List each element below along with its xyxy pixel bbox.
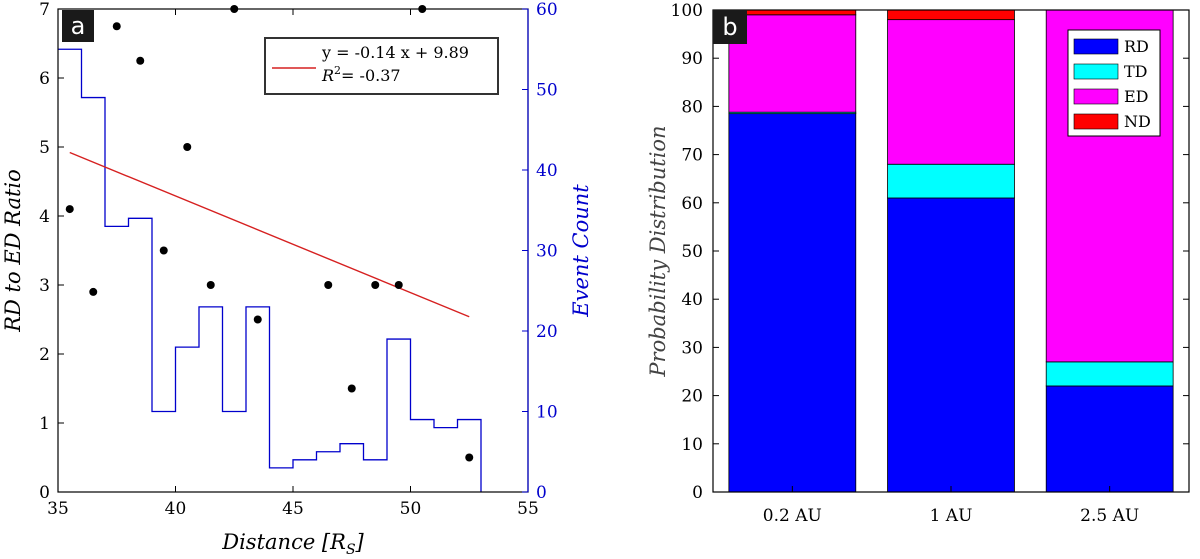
legend-label-rd: RD xyxy=(1124,37,1149,56)
y-tick-label: 50 xyxy=(681,242,703,262)
panel-a-y2-ticks: 0 10 20 30 40 50 60 xyxy=(522,0,558,503)
legend-swatch-ed xyxy=(1073,88,1119,105)
bar-segment-td xyxy=(1045,361,1174,387)
panel-b-tag-box xyxy=(713,10,747,44)
bar-segment-ed xyxy=(887,19,1015,165)
data-point xyxy=(65,205,74,214)
y-tick-label: 6 xyxy=(39,69,50,89)
y-tick-label: 20 xyxy=(681,387,703,407)
legend-swatch-nd xyxy=(1073,113,1119,130)
y2-tick-label: 0 xyxy=(536,483,547,503)
y-tick-label: 3 xyxy=(39,276,50,296)
fit-line-group xyxy=(69,151,470,318)
bar-segment-ed xyxy=(728,14,857,113)
panel-a-tag-box xyxy=(62,10,94,42)
panel-a-legend: y = -0.14 x + 9.89 R2= -0.37 xyxy=(264,37,499,95)
data-point xyxy=(112,22,121,31)
y2-tick-label: 40 xyxy=(536,161,558,181)
y2-tick-label: 10 xyxy=(536,403,558,423)
panel-a-x-ticks: 35 40 45 50 55 xyxy=(47,9,539,519)
bar-segment-nd xyxy=(728,9,857,16)
data-point xyxy=(324,281,333,289)
panel-b-x-ticks: 0.2 AU 1 AU 2.5 AU xyxy=(763,486,1139,526)
data-point xyxy=(371,281,380,289)
legend-label-td: TD xyxy=(1124,62,1148,81)
panel-a-x-axis-label: Distance [RS] xyxy=(221,530,364,558)
data-point xyxy=(89,287,98,296)
bar-segment-nd xyxy=(887,9,1015,21)
panel-a-tag-text: a xyxy=(71,12,86,40)
data-point xyxy=(253,315,262,324)
legend-equation: y = -0.14 x + 9.89 xyxy=(321,43,469,62)
event-count-histogram xyxy=(58,48,482,492)
data-point xyxy=(183,143,192,151)
x-tick-label: 35 xyxy=(47,499,69,519)
y-tick-label: 70 xyxy=(681,146,703,166)
y-tick-label: 40 xyxy=(681,290,703,310)
legend-box xyxy=(264,37,499,95)
y2-tick-label: 60 xyxy=(536,0,558,20)
y-tick-label: 7 xyxy=(39,0,50,20)
y-tick-label: 60 xyxy=(681,194,703,214)
y-tick-label: 100 xyxy=(671,1,703,21)
x-tick-label: 2.5 AU xyxy=(1080,506,1139,526)
y-tick-label: 80 xyxy=(681,97,703,117)
y-tick-label: 90 xyxy=(681,49,703,69)
stacked-bars xyxy=(728,9,1174,493)
bar-segment-rd xyxy=(887,197,1015,493)
bar-segment-rd xyxy=(728,113,857,493)
x-tick-label: 40 xyxy=(165,499,187,519)
y2-tick-label: 30 xyxy=(536,242,558,262)
panel-b-tag: b xyxy=(713,10,747,44)
panel-b-legend: RD TD ED ND xyxy=(1067,29,1161,137)
panel-a-y2-axis-label: Event Count xyxy=(569,184,593,318)
data-point xyxy=(347,384,356,393)
legend-label-ed: ED xyxy=(1124,87,1149,106)
panel-a-y-axis-label: RD to ED Ratio xyxy=(1,169,25,333)
panel-b-tag-text: b xyxy=(722,13,737,41)
data-point xyxy=(465,453,474,462)
x-tick-label: 50 xyxy=(400,499,422,519)
y2-tick-label: 50 xyxy=(536,81,558,101)
y-tick-label: 2 xyxy=(39,345,50,365)
x-tick-label: 45 xyxy=(282,499,304,519)
legend-swatch-rd xyxy=(1073,38,1119,55)
y-tick-label: 30 xyxy=(681,338,703,358)
x-tick-label: 1 AU xyxy=(930,506,973,526)
bar-segment-td xyxy=(887,163,1015,199)
y-tick-label: 1 xyxy=(39,414,50,434)
legend-label-nd: ND xyxy=(1124,112,1151,131)
y-tick-label: 10 xyxy=(681,435,703,455)
panel-b-y-ticks: 0 10 20 30 40 50 60 70 80 90 100 xyxy=(671,1,1189,503)
data-point xyxy=(136,56,145,65)
panel-b-y-axis-label: Probability Distribution xyxy=(646,125,670,377)
y2-tick-label: 20 xyxy=(536,322,558,342)
panel-a-y-ticks: 0 1 2 3 4 5 6 7 xyxy=(39,0,64,503)
panel-a-tag: a xyxy=(62,10,94,42)
y-tick-label: 0 xyxy=(39,483,50,503)
legend-swatch-td xyxy=(1073,63,1119,80)
data-point xyxy=(206,281,215,289)
y-tick-label: 5 xyxy=(39,138,50,158)
data-point xyxy=(159,246,168,255)
legend-r2: R2= -0.37 xyxy=(321,64,401,85)
x-tick-label: 0.2 AU xyxy=(763,506,822,526)
bar-segment-rd xyxy=(1045,385,1174,493)
x-tick-label: 55 xyxy=(517,499,539,519)
histogram-step-line xyxy=(58,48,482,492)
fit-line xyxy=(69,151,470,318)
data-point xyxy=(394,281,403,289)
y-tick-label: 0 xyxy=(692,483,703,503)
y-tick-label: 4 xyxy=(39,207,50,227)
